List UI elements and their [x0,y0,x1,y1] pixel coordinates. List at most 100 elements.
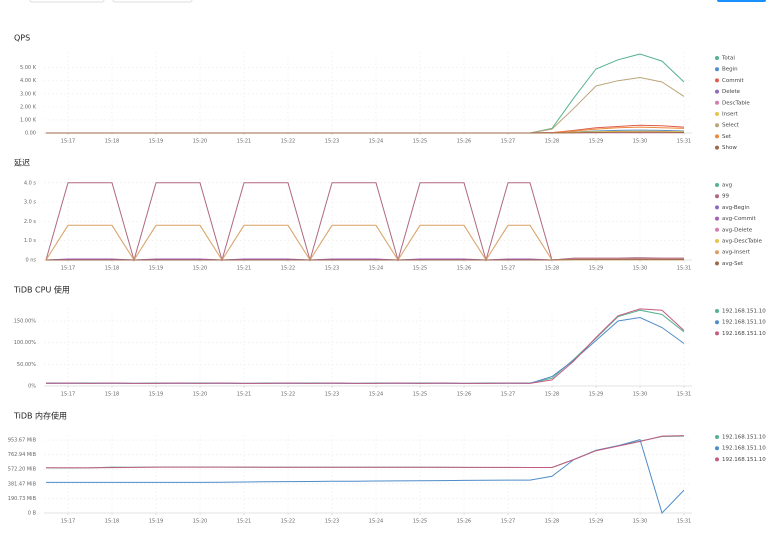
x-tick-label: 15:22 [281,392,295,398]
legend-swatch [715,67,719,72]
legend-swatch [715,145,719,150]
x-tick-label: 15:30 [633,519,647,525]
x-tick-label: 15:25 [413,266,427,272]
legend-label: DescTable [722,100,750,106]
x-tick-label: 15:17 [61,519,75,525]
y-tick-label: 1.00 K [20,117,37,123]
x-tick-label: 15:23 [325,266,339,272]
x-tick-label: 15:24 [369,519,383,525]
legend-label: 192.168.151.101 [722,435,766,441]
legend-swatch [715,89,719,94]
legend-swatch [715,194,719,199]
x-tick-label: 15:18 [105,392,119,398]
legend-label: avg-Delete [722,227,753,233]
toolbar-button[interactable] [112,0,193,3]
y-tick-label: 2.0 s [24,219,37,225]
chart-title: TiDB CPU 使用 [13,285,70,295]
x-tick-label: 15:29 [589,392,603,398]
chart-title: 延迟 [14,158,30,168]
y-tick-label: 1.0 s [24,238,37,244]
x-tick-label: 15:26 [457,139,471,145]
legend-label: Set [722,134,732,140]
x-tick-label: 15:27 [501,519,515,525]
legend-swatch [715,123,719,128]
x-tick-label: 15:21 [237,139,251,145]
legend-swatch [715,309,719,313]
x-tick-label: 15:18 [105,139,119,145]
legend-label: 192.168.151.103 [722,320,766,326]
legend-swatch [715,239,719,243]
y-tick-label: 0 B [28,511,37,517]
x-tick-label: 15:18 [105,519,119,525]
y-tick-label: 953.67 MiB [8,438,37,444]
legend-swatch [715,112,719,116]
x-tick-label: 15:21 [237,392,251,398]
y-tick-label: 381.47 MiB [8,481,37,487]
legend-label: 192.168.151.104 [722,331,766,337]
toolbar-button[interactable] [717,0,766,2]
y-tick-label: 190.73 MiB [8,496,37,502]
legend-swatch [715,261,719,266]
x-tick-label: 15:20 [193,139,207,145]
y-tick-label: 150.00% [14,319,36,325]
x-tick-label: 15:20 [193,519,207,525]
x-tick-label: 15:25 [413,139,427,145]
legend-label: avg [722,183,732,189]
y-tick-label: 0.00 [25,131,36,137]
x-tick-label: 15:26 [457,519,471,525]
chart-title: QPS [14,34,30,43]
series-line [45,435,685,469]
legend-label: avg-Set [722,261,744,267]
x-tick-label: 15:27 [501,392,515,398]
legend-swatch [715,320,719,325]
legend-swatch [715,216,719,221]
x-tick-label: 15:18 [105,266,119,272]
legend-swatch [715,205,719,210]
legend-label: Insert [722,112,739,118]
y-tick-label: 0% [28,384,36,390]
x-tick-label: 15:29 [589,266,603,272]
x-tick-label: 15:17 [61,266,75,272]
legend-swatch [715,435,719,439]
x-tick-label: 15:29 [589,519,603,525]
x-tick-label: 15:17 [61,392,75,398]
x-tick-label: 15:28 [545,266,559,272]
x-tick-label: 15:19 [149,392,163,398]
x-tick-label: 15:30 [633,392,647,398]
y-tick-label: 3.0 s [24,200,37,206]
legend-label: Begin [722,67,738,73]
legend-label: avg-Commit [722,216,757,222]
x-tick-label: 15:22 [281,266,295,272]
series-line [46,435,685,469]
x-tick-label: 15:21 [237,519,251,525]
x-tick-label: 15:19 [149,519,163,525]
x-tick-label: 15:28 [545,139,559,145]
y-tick-label: 100.00% [14,340,36,346]
legend-label: 192.168.151.101 [722,309,766,315]
x-tick-label: 15:28 [545,392,559,398]
legend-label: 192.168.151.104 [722,457,766,463]
x-tick-label: 15:30 [633,139,647,145]
legend-swatch [715,250,719,255]
legend-swatch [715,457,719,462]
series-line [45,308,685,384]
legend-label: Select [722,123,740,129]
x-tick-label: 15:30 [633,266,647,272]
legend-swatch [715,56,719,60]
x-tick-label: 15:28 [545,519,559,525]
x-tick-label: 15:31 [677,139,691,145]
chart-title: TiDB 内存使用 [13,411,67,421]
x-tick-label: 15:19 [149,139,163,145]
y-tick-label: 762.94 MiB [8,452,37,458]
y-tick-label: 4.0 s [24,180,37,186]
x-tick-label: 15:26 [457,392,471,398]
x-tick-label: 15:24 [369,266,383,272]
series-line [45,224,684,261]
series-line [46,131,685,134]
x-tick-label: 15:22 [281,519,295,525]
legend-label: 192.168.151.103 [722,446,766,452]
toolbar-button[interactable] [29,0,105,3]
x-tick-label: 15:22 [281,139,295,145]
legend-label: avg-DescTable [722,239,762,245]
